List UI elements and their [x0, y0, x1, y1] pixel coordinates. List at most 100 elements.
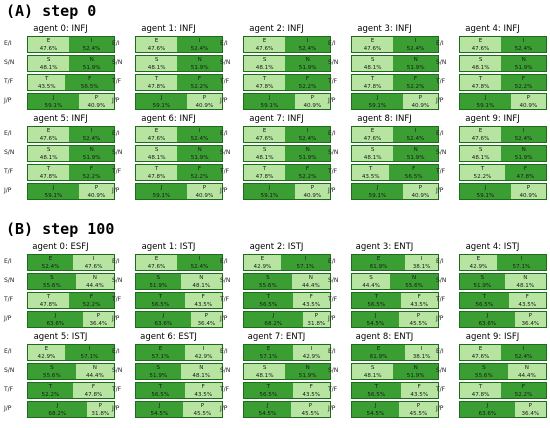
preference-bar: S 55.6% N 44.4%	[459, 363, 547, 380]
bar-segment-i: I 52.4%	[68, 127, 114, 142]
segment-percent: 56.5%	[367, 392, 386, 398]
dimension-label: E/I	[436, 258, 444, 265]
dimension-row: J/P J 54.5% P 45.5%	[220, 401, 333, 418]
preference-bar: E 47.6% I 52.4%	[351, 36, 439, 53]
segment-percent: 56.5%	[404, 174, 423, 180]
segment-letter: S	[50, 275, 54, 281]
segment-letter: N	[411, 275, 417, 281]
segment-percent: 45.5%	[301, 411, 320, 417]
segment-percent: 57.1%	[259, 354, 278, 360]
dimension-row: T/F T 43.5% F 56.5%	[328, 164, 441, 181]
agent-panel: agent 3: INFJ E/I E 47.6% I 52.4% S/N S 48.1% N 51…	[328, 24, 441, 120]
segment-percent: 51.9%	[149, 373, 168, 379]
segment-letter: T	[374, 294, 378, 300]
bar-segment-s: S 48.1%	[352, 146, 394, 161]
segment-letter: I	[88, 346, 91, 352]
preference-bar: T 47.8% F 52.2%	[459, 382, 547, 399]
bar-segment-e: E 57.1%	[136, 345, 186, 360]
agent-title: agent 8: ENTJ	[355, 332, 414, 342]
bar-segment-s: S 51.9%	[136, 274, 181, 289]
segment-letter: N	[89, 147, 94, 153]
segment-percent: 52.2%	[82, 302, 101, 308]
segment-letter: N	[305, 365, 310, 371]
dimension-row: J/P J 59.1% P 40.9%	[328, 183, 441, 200]
preference-bar: T 56.5% F 43.5%	[351, 382, 439, 399]
segment-percent: 47.8%	[471, 84, 490, 90]
preference-bar: J 68.2% P 31.8%	[27, 401, 115, 418]
dimension-row: S/N S 48.1% N 51.9%	[112, 145, 225, 162]
segment-percent: 47.6%	[255, 46, 274, 52]
bar-segment-s: S 48.1%	[244, 364, 286, 379]
dimension-label: S/N	[220, 277, 231, 284]
dimension-label: T/F	[4, 386, 14, 393]
dimension-row: T/F T 56.5% F 43.5%	[220, 382, 333, 399]
bar-segment-s: S 48.1%	[28, 146, 70, 161]
segment-percent: 48.1%	[471, 65, 490, 71]
dimension-label: T/F	[220, 386, 230, 393]
step-title: (B) step 100	[6, 220, 115, 238]
segment-letter: J	[376, 95, 379, 101]
segment-percent: 48.1%	[147, 65, 166, 71]
segment-letter: E	[478, 346, 483, 352]
preference-bar: T 47.8% F 52.2%	[135, 164, 223, 181]
segment-percent: 52.4%	[82, 46, 101, 52]
bar-segment-e: E 47.6%	[460, 345, 501, 360]
segment-percent: 42.9%	[37, 354, 56, 360]
bar-segment-i: I 52.4%	[68, 37, 114, 52]
bar-segment-j: J 68.2%	[28, 402, 87, 417]
bar-segment-i: I 52.4%	[500, 345, 546, 360]
segment-letter: I	[304, 256, 307, 262]
segment-letter: E	[154, 128, 159, 134]
segment-percent: 51.9%	[82, 65, 101, 71]
dimension-label: J/P	[4, 315, 12, 322]
dimension-row: J/P J 59.1% P 40.9%	[220, 93, 333, 110]
segment-percent: 47.6%	[147, 264, 166, 270]
bar-segment-j: J 59.1%	[460, 94, 511, 109]
segment-letter: I	[414, 128, 417, 134]
dimension-row: S/N S 48.1% N 51.9%	[112, 55, 225, 72]
agent-panel: agent 8: ENTJ E/I E 61.9% I 38.1% S/N S 48.1% N 51…	[328, 332, 441, 428]
dimension-label: J/P	[112, 187, 120, 194]
segment-letter: S	[369, 275, 373, 281]
segment-letter: P	[202, 185, 207, 191]
segment-percent: 68.2%	[48, 411, 67, 417]
agent-title: agent 6: ESTJ	[140, 332, 197, 342]
bar-segment-e: E 47.6%	[460, 127, 501, 142]
preference-bar: E 42.9% I 57.1%	[243, 254, 331, 271]
segment-letter: P	[204, 313, 209, 319]
segment-percent: 47.8%	[39, 302, 58, 308]
segment-percent: 52.2%	[514, 392, 533, 398]
segment-letter: E	[46, 38, 51, 44]
segment-letter: S	[480, 275, 485, 281]
segment-letter: S	[154, 57, 159, 63]
dimension-row: T/F T 47.8% F 52.2%	[4, 292, 117, 309]
segment-letter: P	[416, 313, 421, 319]
segment-percent: 47.8%	[255, 174, 274, 180]
bar-segment-e: E 42.9%	[244, 255, 281, 270]
dimension-row: J/P J 59.1% P 40.9%	[112, 183, 225, 200]
segment-letter: J	[484, 185, 487, 191]
agent-panel: agent 9: ISFJ E/I E 47.6% I 52.4% S/N S 55.6% N 44…	[436, 332, 549, 428]
bar-segment-j: J 63.6%	[460, 312, 515, 327]
segment-percent: 59.1%	[152, 103, 171, 109]
segment-letter: J	[486, 313, 489, 319]
bar-segment-p: P 40.9%	[402, 94, 438, 109]
segment-letter: T	[370, 76, 375, 82]
segment-letter: E	[262, 38, 267, 44]
segment-percent: 48.1%	[363, 373, 382, 379]
dimension-label: E/I	[112, 348, 120, 355]
bar-segment-n: N 44.4%	[291, 274, 330, 289]
segment-letter: N	[199, 275, 204, 281]
dimension-row: T/F T 47.8% F 52.2%	[220, 74, 333, 91]
segment-percent: 48.1%	[39, 155, 58, 161]
agent-panel: agent 6: ESTJ E/I E 57.1% I 42.9% S/N S 51.9% N 48…	[112, 332, 225, 428]
preference-bar: S 48.1% N 51.9%	[135, 55, 223, 72]
dimension-label: E/I	[328, 258, 336, 265]
dimension-label: S/N	[328, 149, 339, 156]
bar-segment-s: S 55.6%	[28, 364, 76, 379]
segment-letter: I	[90, 128, 93, 134]
segment-letter: E	[266, 346, 271, 352]
bar-segment-j: J 59.1%	[136, 94, 187, 109]
preference-bar: J 59.1% P 40.9%	[27, 183, 115, 200]
dimension-label: T/F	[436, 78, 446, 85]
